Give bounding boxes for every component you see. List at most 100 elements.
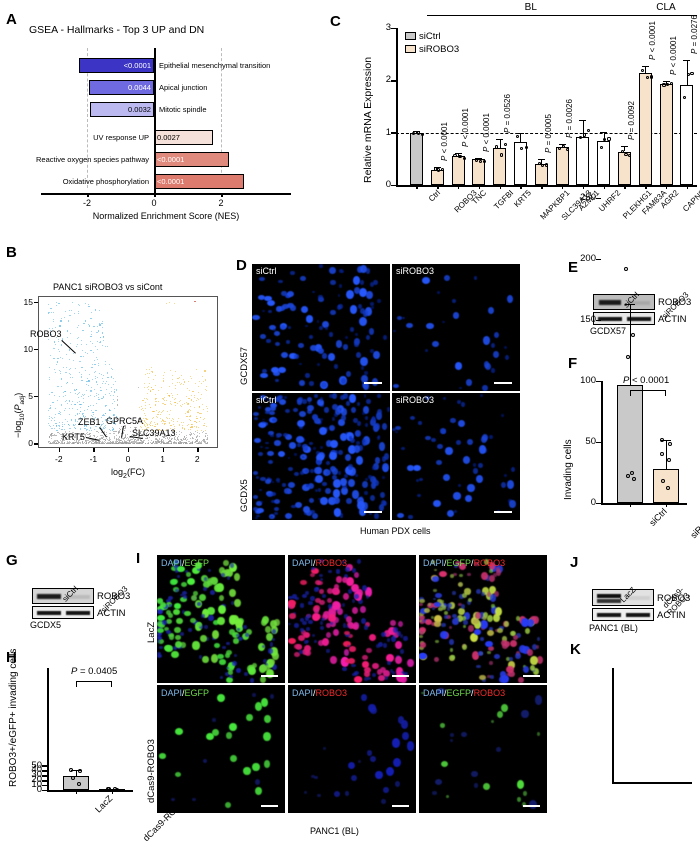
panel-i-cell[interactable] <box>469 632 478 643</box>
panel-i-cell[interactable] <box>229 755 237 763</box>
panel-b-point[interactable] <box>76 338 78 340</box>
panel-i-cell[interactable] <box>499 671 507 678</box>
panel-b-point[interactable] <box>157 414 159 416</box>
panel-b-point[interactable] <box>92 442 94 444</box>
panel-b-point[interactable] <box>186 388 188 390</box>
panel-b-point[interactable] <box>70 309 73 311</box>
panel-b-point[interactable] <box>178 441 181 443</box>
panel-b-point[interactable] <box>56 304 58 307</box>
panel-i-cell[interactable] <box>300 579 307 585</box>
panel-b-point[interactable] <box>61 442 63 444</box>
panel-b-point[interactable] <box>77 440 79 442</box>
panel-b-point[interactable] <box>97 358 99 360</box>
panel-b-point[interactable] <box>84 436 86 438</box>
panel-b-point[interactable] <box>173 428 175 430</box>
panel-d-nucleus[interactable] <box>465 379 473 386</box>
panel-i-cell[interactable] <box>225 641 230 646</box>
panel-b-point[interactable] <box>118 442 120 444</box>
panel-i-cell[interactable] <box>481 571 489 580</box>
panel-b-point[interactable] <box>140 425 142 427</box>
panel-b-point[interactable] <box>168 442 170 444</box>
panel-h-data-point[interactable] <box>114 787 119 792</box>
panel-i-cell[interactable] <box>473 619 480 624</box>
panel-b-point[interactable] <box>160 412 162 414</box>
panel-d-nucleus[interactable] <box>462 456 470 464</box>
panel-h-ytick[interactable] <box>42 779 47 782</box>
panel-i-cell[interactable] <box>298 635 306 642</box>
panel-a-xtick-label[interactable]: 0 <box>151 198 157 208</box>
panel-b-ytick[interactable] <box>34 301 38 303</box>
panel-b-point[interactable] <box>110 387 112 389</box>
panel-d-nucleus[interactable] <box>306 396 313 403</box>
panel-i-cell[interactable] <box>361 661 370 669</box>
panel-b-point[interactable] <box>164 420 166 422</box>
panel-i-cell[interactable] <box>166 610 172 615</box>
panel-i-cell[interactable] <box>419 631 424 635</box>
panel-d-nucleus[interactable] <box>267 460 274 465</box>
panel-b-point[interactable] <box>153 421 155 423</box>
panel-k-xaxis[interactable] <box>612 782 692 784</box>
panel-d-nucleus[interactable] <box>358 507 367 517</box>
panel-i-cell[interactable] <box>487 630 494 637</box>
panel-b-point[interactable] <box>167 431 169 433</box>
panel-d-nucleus[interactable] <box>255 476 260 480</box>
panel-i-cell[interactable] <box>271 663 277 670</box>
panel-i-cell[interactable] <box>212 620 220 626</box>
panel-b-point[interactable] <box>167 440 169 442</box>
panel-i-cell[interactable] <box>180 593 184 597</box>
panel-c-errorbar-cap[interactable] <box>454 153 462 155</box>
panel-d-nucleus[interactable] <box>344 474 348 479</box>
panel-b-point[interactable] <box>106 438 108 440</box>
panel-i-cell[interactable] <box>482 611 488 618</box>
panel-j-band-label-robo3[interactable]: ROBO3 <box>657 593 691 604</box>
panel-d-nucleus[interactable] <box>257 406 262 409</box>
panel-d-nucleus[interactable] <box>338 284 343 288</box>
panel-d-nucleus[interactable] <box>364 422 368 427</box>
panel-b-point[interactable] <box>80 410 82 412</box>
panel-b-point[interactable] <box>64 423 66 426</box>
panel-d-nucleus[interactable] <box>267 430 275 436</box>
panel-b-point[interactable] <box>106 435 109 437</box>
panel-c-data-point[interactable] <box>603 137 607 141</box>
panel-b-point[interactable] <box>48 422 50 424</box>
panel-i-cell[interactable] <box>175 589 179 593</box>
panel-b-point[interactable] <box>64 440 66 442</box>
panel-b-point[interactable] <box>52 321 54 323</box>
panel-b-point[interactable] <box>86 353 88 355</box>
panel-b-point[interactable] <box>80 339 82 341</box>
panel-b-point[interactable] <box>71 383 73 385</box>
panel-b-point[interactable] <box>206 405 208 408</box>
panel-b-point[interactable] <box>200 430 202 432</box>
panel-d-nucleus[interactable] <box>302 484 310 492</box>
panel-b-point[interactable] <box>157 412 159 414</box>
panel-d-nucleus[interactable] <box>381 455 387 462</box>
panel-b-point[interactable] <box>77 442 79 444</box>
panel-c-bar[interactable] <box>513 141 527 185</box>
panel-i-cell[interactable] <box>448 625 452 630</box>
panel-b-point[interactable] <box>93 434 95 436</box>
panel-b-point[interactable] <box>124 442 126 444</box>
panel-b-point[interactable] <box>105 419 108 421</box>
panel-b-point[interactable] <box>77 397 80 399</box>
panel-i-cell[interactable] <box>457 615 463 622</box>
panel-d-nucleus[interactable] <box>310 469 315 474</box>
panel-b-point[interactable] <box>84 416 86 418</box>
panel-c-bar[interactable] <box>617 151 631 185</box>
panel-c-group-label-cla[interactable]: CLA <box>656 2 676 13</box>
panel-d-nucleus[interactable] <box>473 468 479 474</box>
panel-d-nucleus[interactable] <box>276 435 280 439</box>
panel-b-point[interactable] <box>65 353 67 355</box>
panel-b-point[interactable] <box>87 408 89 410</box>
panel-d-nucleus[interactable] <box>272 328 276 332</box>
panel-b-point[interactable] <box>104 420 106 422</box>
panel-b-point[interactable] <box>102 375 104 377</box>
panel-b-point[interactable] <box>194 406 196 408</box>
panel-b-point[interactable] <box>184 442 186 444</box>
panel-i-cell[interactable] <box>263 659 267 664</box>
panel-b-point[interactable] <box>104 431 106 433</box>
panel-b-point[interactable] <box>131 442 133 444</box>
panel-b-point[interactable] <box>89 433 91 435</box>
panel-i-cell[interactable] <box>444 611 449 616</box>
panel-b-point[interactable] <box>80 404 82 406</box>
panel-d-nucleus[interactable] <box>396 316 403 321</box>
